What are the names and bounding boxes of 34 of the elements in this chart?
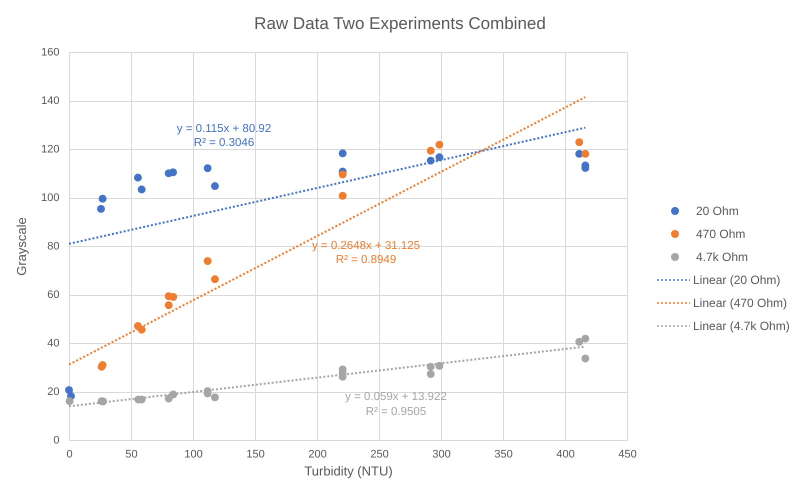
y-tick-label: 100 <box>41 192 60 204</box>
annotation: y = 0.2648x + 31.125 <box>312 240 420 252</box>
legend-label: Linear (4.7k Ohm) <box>693 319 790 333</box>
legend-label: Linear (470 Ohm) <box>693 296 788 310</box>
legend-label: 470 Ohm <box>696 227 746 241</box>
y-tick-label: 140 <box>41 95 60 107</box>
x-tick-label: 450 <box>618 448 637 460</box>
legend-label: 4.7k Ohm <box>696 250 748 264</box>
legend-label: 20 Ohm <box>696 204 739 218</box>
annotation: R² = 0.9505 <box>366 406 426 418</box>
x-tick-label: 150 <box>246 448 265 460</box>
x-tick-label: 100 <box>184 448 203 460</box>
y-tick-label: 160 <box>41 46 60 58</box>
y-tick-label: 40 <box>47 338 60 350</box>
annotation: R² = 0.8949 <box>336 254 396 266</box>
x-tick-label: 50 <box>125 448 138 460</box>
annotation: y = 0.115x + 80.92 <box>176 123 272 135</box>
y-tick-label: 60 <box>47 289 60 301</box>
x-tick-label: 0 <box>66 448 73 460</box>
x-tick-label: 400 <box>556 448 575 460</box>
x-tick-label: 300 <box>432 448 451 460</box>
chart-title: Raw Data Two Experiments Combined <box>254 14 546 33</box>
y-tick-label: 20 <box>47 386 60 398</box>
y-tick-label: 120 <box>41 144 60 156</box>
annotation: R² = 0.3046 <box>194 137 254 149</box>
y-axis-title: Grayscale <box>14 217 30 276</box>
y-tick-label: 0 <box>53 434 60 446</box>
x-tick-label: 200 <box>308 448 327 460</box>
legend-label: Linear (20 Ohm) <box>693 273 780 287</box>
x-axis-title: Turbidity (NTU) <box>304 464 393 478</box>
y-tick-label: 80 <box>47 240 60 252</box>
x-tick-label: 250 <box>370 448 389 460</box>
x-tick-label: 350 <box>494 448 513 460</box>
annotation: y = 0.059x + 13.922 <box>345 391 447 403</box>
